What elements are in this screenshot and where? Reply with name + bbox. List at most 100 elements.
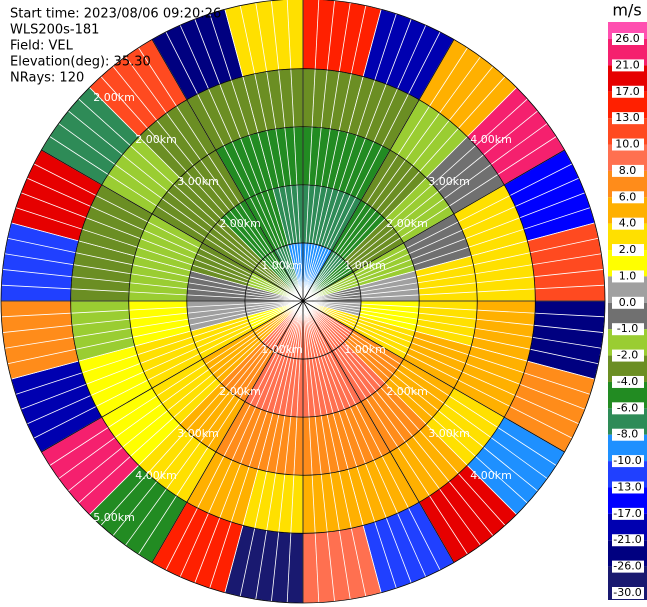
header-line: NRays: 120 <box>10 71 84 86</box>
ray-gap <box>271 0 304 302</box>
ray-gap <box>302 87 517 302</box>
colorbar-label-bg <box>612 164 644 177</box>
ray-gap <box>302 163 573 302</box>
ray-gap <box>302 300 481 546</box>
ray-gap <box>33 300 304 439</box>
ray-gap <box>302 253 602 302</box>
colorbar-tick-label: -13.0 <box>613 480 641 493</box>
ray-gap <box>302 300 494 536</box>
ray-gap <box>100 300 304 526</box>
ray-gap <box>302 237 599 302</box>
colorbar-tick-label: 4.0 <box>619 217 637 230</box>
colorbar-label-bg <box>612 587 644 599</box>
ray-gap <box>2 269 304 302</box>
ray-gap <box>1 300 304 318</box>
colorbar-tick-label: 10.0 <box>615 138 640 151</box>
ring-label: 2.00km <box>219 385 261 398</box>
ray-gap <box>20 192 304 302</box>
ring-label: 4.00km <box>470 133 512 146</box>
colorbar-label-bg <box>612 402 644 415</box>
ray-gap <box>194 18 304 302</box>
ray-gap <box>20 300 304 410</box>
ray-gap <box>302 110 538 302</box>
ray-gap <box>302 300 320 603</box>
ring-label: 1.00km <box>344 343 386 356</box>
ray-gap <box>1 284 304 302</box>
ring-label: 3.00km <box>177 427 219 440</box>
azimuth-line <box>41 149 304 302</box>
ray-gap <box>302 13 397 302</box>
header-line: WLS200s-181 <box>10 23 99 38</box>
colorbar-label-bg <box>612 534 644 547</box>
ray-gap <box>209 300 304 589</box>
ray-gap <box>11 300 304 380</box>
ray-gap <box>2 300 304 333</box>
ray-gap <box>302 31 441 302</box>
ray-gap <box>179 300 304 578</box>
ray-gap <box>302 300 506 526</box>
ray-gap <box>302 98 528 302</box>
ray-gap <box>112 66 304 302</box>
ray-gap <box>26 177 304 302</box>
ray-gap <box>179 24 304 302</box>
ray-gap <box>11 222 304 302</box>
ray-gap <box>68 110 304 302</box>
ray-gap <box>302 300 586 410</box>
colorbar: 26.0 21.0 17.0 13.0 10.0 8.0 6.0 4.0 2.0 1.0 0.0 -1… <box>608 22 647 600</box>
ray-gap <box>138 300 304 555</box>
azimuth-line <box>41 300 304 453</box>
header-line: Elevation(deg): 35.30 <box>10 55 151 70</box>
ray-gap <box>112 300 304 536</box>
ray-gap <box>302 222 595 302</box>
ray-gap <box>302 47 468 302</box>
colorbar-label-bg <box>612 33 644 45</box>
ray-gap <box>209 13 304 302</box>
ring-label: 3.00km <box>177 175 219 188</box>
colorbar-label-bg <box>612 85 644 98</box>
header-line: Start time: 2023/08/06 09:20:26 <box>10 7 221 22</box>
ray-gap <box>271 300 304 602</box>
ray-gap <box>302 5 367 302</box>
colorbar-tick-label: -30.0 <box>613 586 641 599</box>
ray-gap <box>302 284 605 302</box>
ray-gap <box>89 300 304 515</box>
colorbar-label-bg <box>612 560 644 573</box>
ray-gap <box>302 2 351 302</box>
ray-gap <box>7 237 304 302</box>
ring-label: 2.00km <box>386 385 428 398</box>
overlay: 1.00km 2.00km 3.00km 2.00km 2.00km 1.00km 2.00… <box>0 0 606 604</box>
ray-gap <box>239 5 304 302</box>
ray-gap <box>302 300 602 349</box>
colorbar-label-bg <box>612 191 644 204</box>
ring-label: 3.00km <box>428 427 470 440</box>
ray-gap <box>4 300 304 349</box>
azimuth-line <box>302 149 565 302</box>
ray-gap <box>26 300 304 425</box>
colorbar-tick-label: -2.0 <box>617 349 638 362</box>
ray-gap <box>68 300 304 492</box>
colorbar-label-bg <box>612 138 644 151</box>
ring-label: 2.00km <box>219 217 261 230</box>
colorbar-tick-label: -10.0 <box>613 454 641 467</box>
ray-gap <box>302 300 573 439</box>
colorbar-label-bg <box>612 323 644 336</box>
ray-gap <box>165 31 304 302</box>
ray-gap <box>302 300 441 571</box>
colorbar-label-bg <box>612 217 644 230</box>
ray-gap <box>286 0 304 302</box>
azimuth-line <box>151 300 304 563</box>
ray-gap <box>15 300 304 395</box>
ray-gap <box>194 300 304 584</box>
ray-gap <box>286 300 304 603</box>
colorbar-label-bg <box>612 349 644 362</box>
ray-gap <box>89 87 304 302</box>
ray-gap <box>78 300 304 504</box>
colorbar-label-bg <box>612 455 644 468</box>
ray-gap <box>302 18 412 302</box>
ray-gap <box>302 56 481 302</box>
ray-gap <box>302 300 351 600</box>
ray-gap <box>49 136 304 302</box>
ring-label: 5.00km <box>93 511 135 524</box>
colorbar-tick-label: -1.0 <box>617 322 638 335</box>
